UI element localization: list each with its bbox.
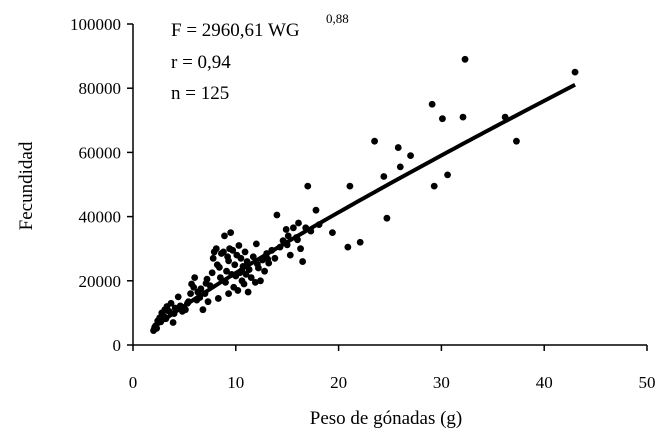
data-point <box>209 254 217 262</box>
data-point <box>299 258 307 265</box>
data-point <box>289 224 297 232</box>
data-point <box>237 254 245 262</box>
data-point <box>190 283 198 291</box>
data-point <box>249 253 257 261</box>
data-point <box>383 214 391 222</box>
x-tick-label: 40 <box>536 373 553 392</box>
x-tick-label: 50 <box>639 373 656 392</box>
data-point <box>346 182 354 190</box>
data-point <box>204 298 212 306</box>
data-point <box>244 288 252 296</box>
data-point <box>235 242 243 249</box>
correlation-label: r = 0,94 <box>171 52 231 73</box>
data-point <box>257 277 264 285</box>
y-tick-label: 100000 <box>70 15 121 34</box>
data-point <box>282 226 290 233</box>
data-point <box>169 319 177 326</box>
data-point <box>430 182 438 190</box>
data-point <box>459 113 467 121</box>
data-point <box>444 171 451 179</box>
data-point <box>240 280 248 288</box>
data-point <box>312 206 320 214</box>
data-point <box>227 229 235 237</box>
data-point <box>202 279 210 287</box>
data-point <box>221 232 228 240</box>
x-tick-label: 20 <box>330 373 347 392</box>
fit-curve <box>152 83 576 330</box>
y-tick-label: 60000 <box>79 143 122 162</box>
data-point <box>231 261 239 269</box>
x-tick-label: 10 <box>227 373 244 392</box>
data-point <box>212 245 220 253</box>
y-tick-label: 0 <box>113 336 122 355</box>
data-point <box>461 55 469 63</box>
data-point <box>407 152 414 160</box>
data-point <box>371 137 378 145</box>
x-axis-ticks: 0 10 20 30 40 50 <box>129 345 656 392</box>
y-axis-title: Fecundidad <box>16 141 37 230</box>
data-point <box>234 287 242 294</box>
data-point <box>356 238 364 246</box>
x-axis-title: Peso de gónadas (g) <box>310 408 463 429</box>
x-tick-label: 30 <box>433 373 450 392</box>
data-point <box>199 306 207 314</box>
data-point <box>513 137 520 145</box>
y-axis-ticks: 0 20000 40000 60000 80000 100000 <box>70 15 133 355</box>
data-point <box>394 144 402 151</box>
data-point <box>304 182 312 190</box>
data-point <box>225 290 233 298</box>
axes <box>132 24 647 346</box>
y-tick-label: 40000 <box>79 208 122 227</box>
data-point <box>344 243 352 251</box>
data-point <box>271 254 279 262</box>
y-tick-label: 80000 <box>79 79 122 98</box>
data-point <box>264 255 272 263</box>
data-points <box>150 55 579 334</box>
data-point <box>215 263 223 271</box>
data-point <box>229 246 237 254</box>
data-point <box>191 274 199 281</box>
data-point <box>187 290 194 298</box>
data-point <box>247 274 255 281</box>
data-point <box>214 295 222 302</box>
data-point <box>252 240 260 248</box>
data-point <box>241 248 249 256</box>
data-point <box>329 229 336 237</box>
data-point <box>273 211 281 219</box>
data-point <box>284 232 292 240</box>
data-point <box>225 257 233 265</box>
data-point <box>571 68 579 76</box>
data-point <box>428 100 436 108</box>
data-point <box>295 219 302 227</box>
data-point <box>208 269 216 277</box>
equation-label: F = 2960,61 WG <box>171 20 300 41</box>
data-point <box>197 285 205 293</box>
data-point <box>220 248 227 256</box>
sample-size-label: n = 125 <box>171 83 229 104</box>
data-point <box>439 115 446 123</box>
data-point <box>286 251 294 259</box>
data-point <box>251 279 259 286</box>
data-point <box>174 293 182 301</box>
data-point <box>261 267 268 275</box>
x-tick-label: 0 <box>129 373 138 392</box>
equation-exponent: 0,88 <box>326 11 349 26</box>
data-point <box>297 245 304 253</box>
data-point <box>167 299 175 307</box>
data-point <box>396 163 404 171</box>
y-tick-label: 20000 <box>79 272 122 291</box>
data-point <box>380 173 388 180</box>
data-point <box>223 267 230 275</box>
